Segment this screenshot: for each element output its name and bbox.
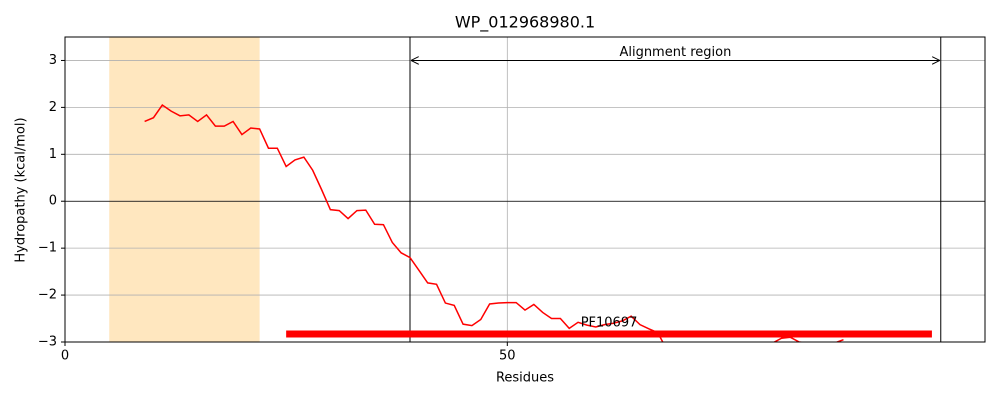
y-tick-label: 3	[49, 53, 57, 68]
annotation-label: Alignment region	[619, 45, 731, 60]
y-axis-label: Hydropathy (kcal/mol)	[14, 117, 29, 262]
shaded-region	[109, 37, 260, 342]
y-tick-label: 2	[49, 100, 57, 115]
y-tick-label: 1	[49, 147, 57, 162]
y-tick-label: −3	[38, 335, 57, 350]
hydropathy-line	[144, 103, 844, 342]
domain-label: PF10697	[581, 316, 638, 331]
y-tick-label: −1	[38, 241, 57, 256]
x-tick-label: 50	[499, 349, 516, 364]
chart-title: WP_012968980.1	[455, 13, 595, 33]
plot-area	[65, 37, 985, 342]
plot-frame	[64, 36, 986, 343]
y-tick-label: −2	[38, 288, 57, 303]
y-tick-label: 0	[49, 194, 57, 209]
x-tick-label: 0	[61, 349, 69, 364]
x-axis-label: Residues	[496, 371, 554, 386]
